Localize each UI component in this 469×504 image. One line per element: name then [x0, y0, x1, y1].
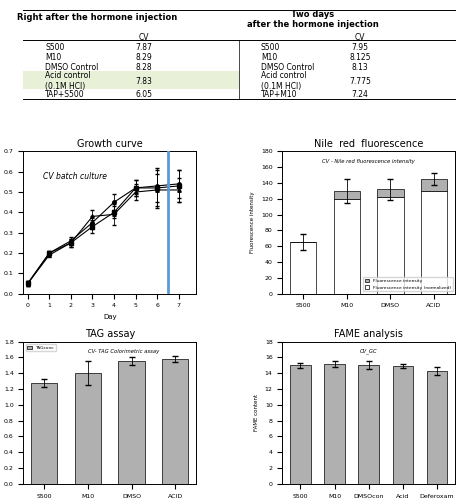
Title: TAG assay: TAG assay	[84, 330, 135, 339]
Y-axis label: Fluorescence intensity: Fluorescence intensity	[250, 192, 255, 254]
Bar	[119, 361, 144, 484]
Text: CV batch culture: CV batch culture	[43, 172, 107, 181]
Text: Acid control
(0.1M HCl): Acid control (0.1M HCl)	[261, 72, 306, 91]
Bar	[393, 366, 413, 484]
Bar	[290, 242, 316, 294]
Text: CV - Nile red fluorescence intensity: CV - Nile red fluorescence intensity	[322, 159, 415, 164]
X-axis label: Day: Day	[103, 314, 117, 320]
Bar	[421, 191, 447, 294]
Text: S500: S500	[45, 43, 64, 52]
Text: M10: M10	[261, 53, 277, 62]
Bar	[421, 179, 447, 191]
Text: 7.95: 7.95	[351, 43, 369, 52]
Bar	[162, 359, 188, 484]
Title: Nile  red  fluorescence: Nile red fluorescence	[314, 139, 424, 149]
Text: Acid control
(0.1M HCl): Acid control (0.1M HCl)	[45, 72, 91, 91]
Y-axis label: FAME content: FAME content	[254, 394, 259, 431]
Text: 7.83: 7.83	[136, 77, 153, 86]
Text: TAP+M10: TAP+M10	[261, 90, 297, 99]
Text: CV- TAG Colorimetric assay: CV- TAG Colorimetric assay	[88, 349, 159, 354]
Legend: Fluorescence intensity, Fluorescence intensity (normalized): Fluorescence intensity, Fluorescence int…	[363, 277, 453, 291]
Legend: TAGconc: TAGconc	[26, 344, 56, 351]
Text: 7.775: 7.775	[349, 77, 371, 86]
Text: S500: S500	[261, 43, 280, 52]
Text: 7.24: 7.24	[352, 90, 369, 99]
Text: 8.29: 8.29	[136, 53, 152, 62]
Bar	[358, 365, 379, 484]
FancyBboxPatch shape	[23, 71, 239, 90]
Text: M10: M10	[45, 53, 61, 62]
Text: CV: CV	[139, 33, 150, 42]
Bar	[334, 199, 360, 294]
Title: FAME analysis: FAME analysis	[334, 330, 403, 339]
Text: DMSO Control: DMSO Control	[45, 64, 98, 73]
Text: DMSO Control: DMSO Control	[261, 64, 314, 73]
Text: Two days
after the hormone injection: Two days after the hormone injection	[247, 10, 378, 29]
Bar	[31, 383, 57, 484]
Bar	[324, 364, 345, 484]
Bar	[378, 197, 403, 294]
Text: 8.28: 8.28	[136, 64, 152, 73]
Bar	[427, 371, 447, 484]
Text: TAP+S500: TAP+S500	[45, 90, 84, 99]
Text: 8.13: 8.13	[352, 64, 368, 73]
Text: 6.05: 6.05	[136, 90, 153, 99]
Text: 7.87: 7.87	[136, 43, 153, 52]
Bar	[290, 365, 310, 484]
Bar	[334, 191, 360, 199]
Title: Growth curve: Growth curve	[77, 139, 143, 149]
Text: Right after the hormone injection: Right after the hormone injection	[17, 13, 177, 22]
Bar	[378, 190, 403, 197]
Text: CV_GC: CV_GC	[360, 349, 378, 354]
Text: 8.125: 8.125	[349, 53, 371, 62]
Text: CV: CV	[355, 33, 365, 42]
Bar	[75, 373, 101, 484]
